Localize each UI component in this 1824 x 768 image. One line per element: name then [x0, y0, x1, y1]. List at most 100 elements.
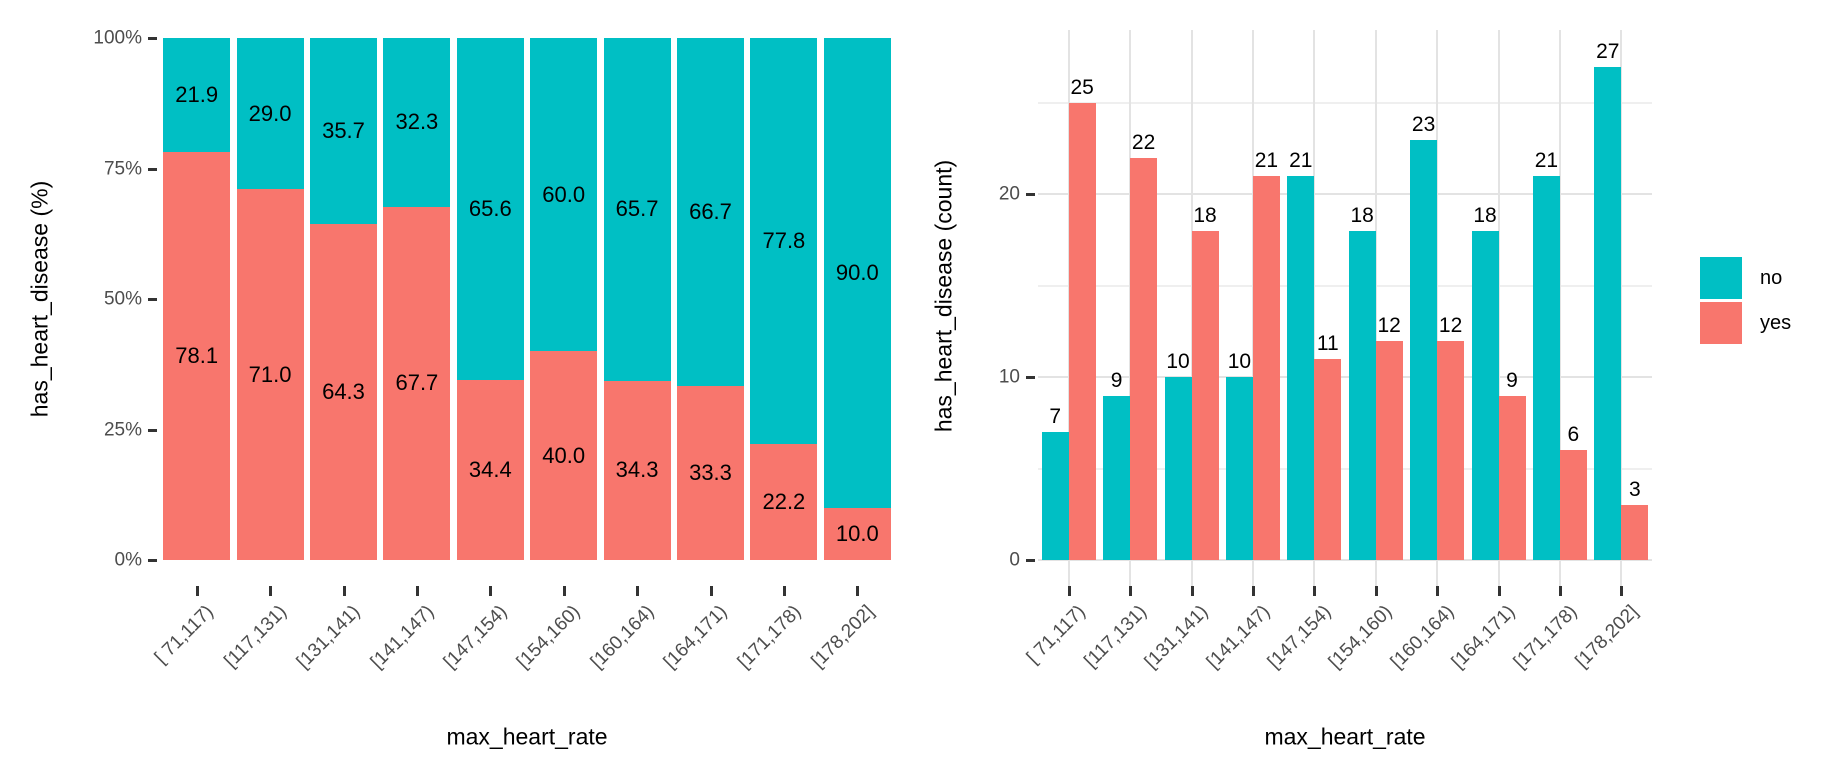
bar-value-label-yes: 71.0 — [248, 361, 292, 387]
y-tick-mark — [148, 559, 157, 562]
left-y-axis-title: has_heart_disease (%) — [26, 180, 53, 418]
y-tick-label: 75% — [103, 158, 142, 179]
x-tick-mark — [1190, 586, 1194, 596]
bar-yes — [1437, 340, 1465, 560]
y-tick-label: 100% — [93, 27, 142, 49]
legend-label-yes: yes — [1760, 311, 1792, 334]
x-tick-label: [154,160) — [1325, 601, 1397, 673]
y-tick-mark — [148, 167, 157, 171]
bar-value-label-no: 32.3 — [395, 109, 439, 135]
x-tick-mark — [415, 586, 419, 596]
grid-line-vertical — [1374, 30, 1377, 586]
grid-line-major — [1038, 559, 1652, 561]
bar-segment-no — [383, 38, 451, 207]
bar-yes — [1498, 395, 1526, 560]
y-tick-label: 10 — [998, 366, 1020, 388]
bar-no — [1471, 231, 1499, 560]
bar-segment-yes — [456, 380, 524, 560]
bar-segment-no — [530, 38, 598, 352]
x-tick-mark — [1129, 586, 1133, 596]
y-tick-mark — [1026, 559, 1035, 562]
y-tick-mark — [148, 298, 157, 301]
y-tick-label: 25% — [103, 419, 142, 440]
bar-value-label-yes: 40.0 — [542, 442, 586, 468]
bar-segment-yes — [383, 206, 451, 560]
x-tick-mark — [1313, 586, 1317, 596]
x-tick-mark — [709, 586, 713, 596]
bar-value-label-no: 60.0 — [542, 181, 586, 207]
grid-line-minor — [1038, 102, 1652, 105]
y-tick-label: 0% — [114, 549, 142, 571]
x-tick-mark — [1067, 586, 1071, 596]
bar-yes — [1252, 176, 1280, 560]
x-tick-label: [178,202] — [1571, 601, 1643, 673]
bar-no — [1225, 377, 1253, 560]
x-tick-mark — [782, 586, 786, 596]
x-tick-mark — [1558, 586, 1562, 596]
bar-value-label-no: 65.7 — [615, 196, 659, 222]
grid-line-minor — [1038, 467, 1652, 470]
x-tick-mark — [195, 586, 199, 596]
bar-count-label-no: 18 — [1473, 204, 1497, 228]
bar-count-label-no: 10 — [1227, 350, 1252, 374]
bar-no — [1532, 176, 1560, 560]
bar-yes — [1068, 103, 1096, 560]
bar-count-label-yes: 22 — [1131, 130, 1156, 154]
bar-segment-no — [163, 38, 231, 153]
x-tick-label: [131,141) — [1141, 601, 1213, 673]
bar-count-label-yes: 9 — [1506, 368, 1518, 392]
bar-yes — [1130, 157, 1158, 560]
grid-line-vertical — [1558, 30, 1561, 586]
bar-count-label-no: 21 — [1289, 149, 1313, 173]
right-y-axis-title: has_heart_disease (count) — [930, 159, 957, 433]
grid-line-major — [1038, 193, 1652, 196]
bar-value-label-yes: 34.4 — [468, 457, 512, 483]
x-tick-mark — [1620, 586, 1624, 596]
x-tick-mark — [269, 586, 273, 596]
x-tick-mark — [1251, 586, 1255, 596]
grid-line-major — [1038, 376, 1652, 379]
bar-segment-no — [310, 38, 377, 225]
right-x-axis-title: max_heart_rate — [1264, 723, 1426, 750]
grid-line-vertical — [1620, 30, 1623, 586]
bar-count-label-yes: 6 — [1567, 423, 1580, 447]
bar-value-label-yes: 78.1 — [175, 343, 219, 369]
bar-count-label-no: 9 — [1110, 368, 1123, 392]
bar-yes — [1375, 340, 1403, 560]
bar-segment-yes — [750, 444, 818, 560]
x-tick-label: [117,131) — [1080, 601, 1152, 672]
bar-segment-no — [236, 38, 304, 190]
bar-count-label-yes: 18 — [1193, 204, 1217, 228]
bar-count-label-yes: 3 — [1628, 478, 1641, 502]
bar-value-label-yes: 67.7 — [395, 370, 439, 396]
bar-count-label-yes: 12 — [1438, 313, 1463, 337]
bar-segment-yes — [163, 152, 231, 560]
x-tick-mark — [562, 586, 566, 596]
bar-value-label-no: 29.0 — [248, 100, 292, 126]
grid-line-vertical — [1497, 30, 1500, 586]
y-tick-mark — [1026, 193, 1035, 197]
bar-yes — [1621, 505, 1649, 560]
x-tick-label: [160,164) — [1386, 601, 1459, 673]
bar-value-label-no: 90.0 — [835, 259, 879, 285]
bar-segment-yes — [823, 507, 891, 560]
bar-yes — [1559, 450, 1587, 560]
bar-segment-yes — [603, 380, 671, 560]
bar-value-label-no: 21.9 — [175, 82, 219, 108]
bar-value-label-yes: 34.3 — [615, 457, 659, 483]
bar-count-label-no: 23 — [1411, 112, 1436, 136]
bar-no — [1164, 377, 1192, 560]
x-tick-label: [ 71,117) — [1022, 601, 1090, 669]
legend-item-no: no — [1700, 255, 1791, 300]
bar-segment-yes — [236, 189, 304, 560]
bar-count-label-no: 21 — [1534, 149, 1559, 173]
bar-yes — [1314, 358, 1342, 560]
x-tick-mark — [636, 586, 640, 596]
x-tick-mark — [342, 586, 346, 596]
y-tick-mark — [148, 428, 157, 432]
bar-count-label-yes: 12 — [1377, 313, 1401, 337]
legend-key-no-swatch — [1700, 256, 1742, 299]
